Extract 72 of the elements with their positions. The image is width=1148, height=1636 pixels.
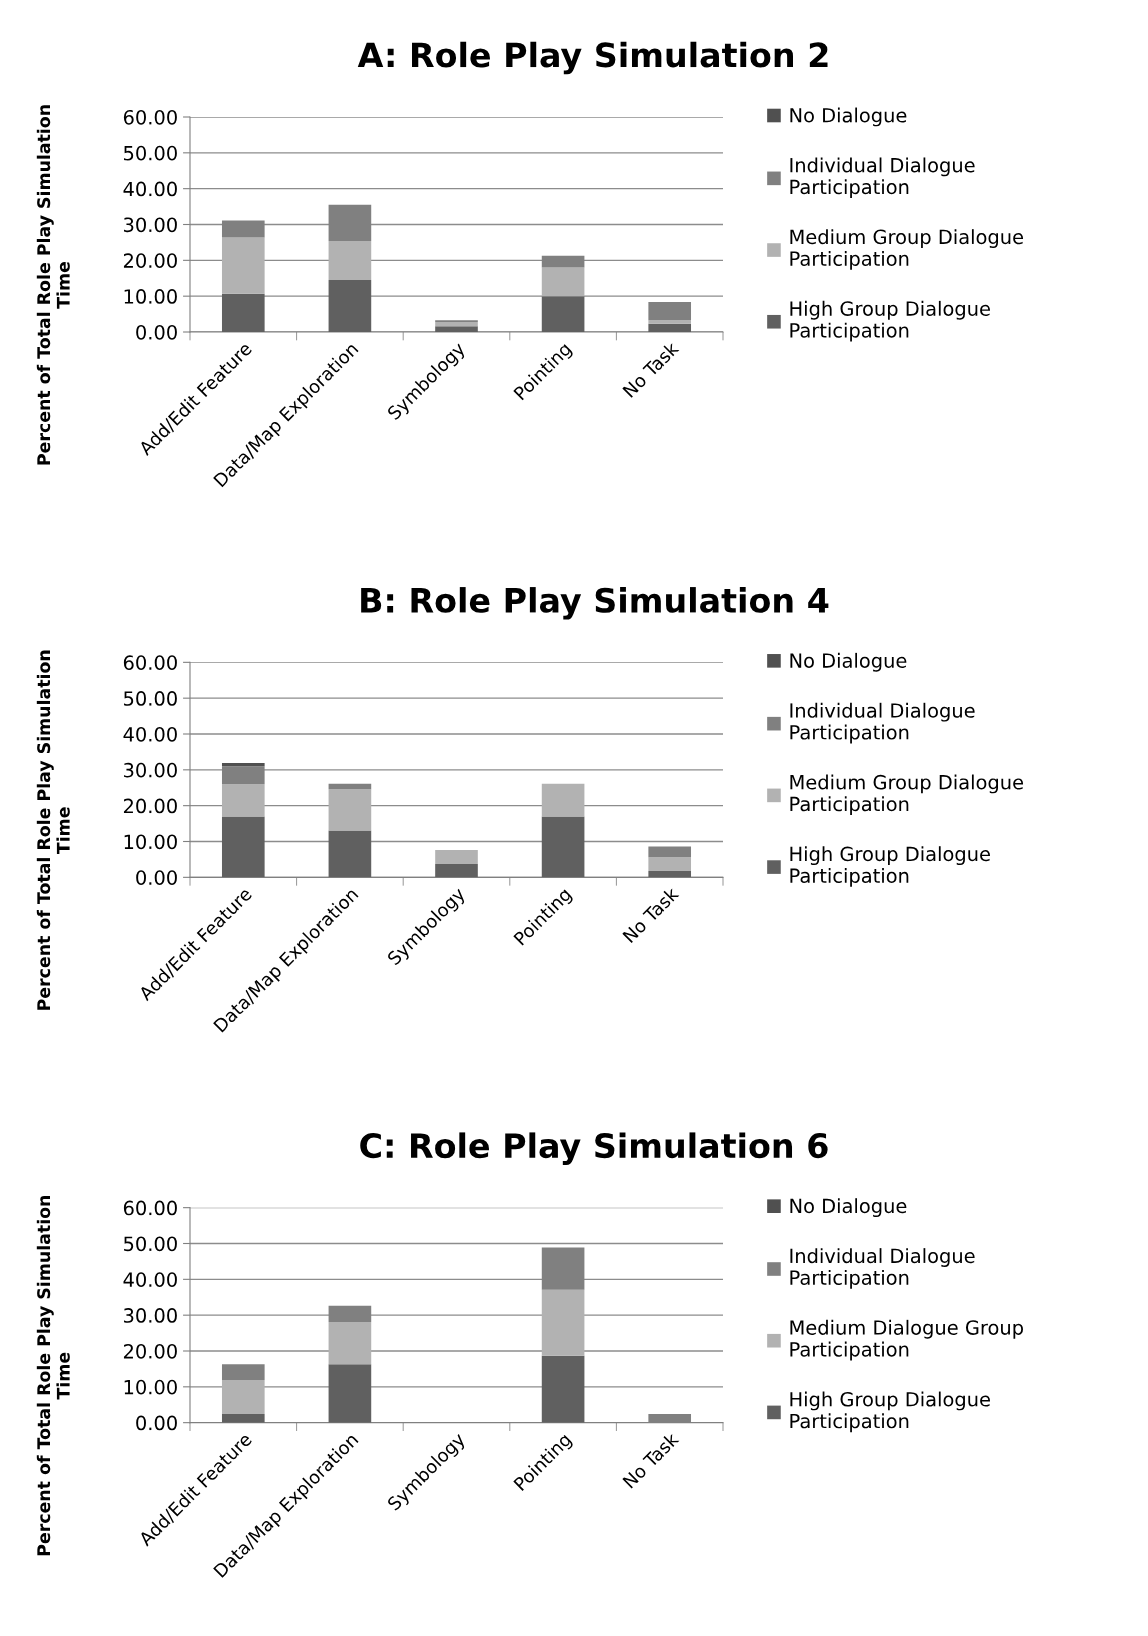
legend-label: Medium Group Dialogue Participation <box>790 774 1024 816</box>
y-tick-label: 10.00 <box>124 289 177 304</box>
bar <box>648 320 692 324</box>
y-tick-label: 30.00 <box>124 217 177 233</box>
bar <box>648 857 692 871</box>
y-tick-label: 50.00 <box>124 145 177 161</box>
legend-label: High Group Dialogue Participation <box>790 300 990 342</box>
legend-label: No Dialogue <box>790 1198 907 1218</box>
y-tick-label: 20.00 <box>123 1343 177 1359</box>
legend-label: Medium Dialogue Group Participation <box>790 1319 1023 1361</box>
legend-label: Individual Dialogue Participation <box>790 702 975 744</box>
bar <box>328 783 372 790</box>
bar <box>435 864 478 878</box>
bar <box>541 783 585 817</box>
y-tick-label: 50.00 <box>124 691 177 706</box>
bar <box>541 1289 585 1356</box>
y-tick-label: 40.00 <box>123 726 177 742</box>
y-tick-label: 20.00 <box>123 798 177 814</box>
bar <box>221 1380 265 1415</box>
bar <box>541 816 585 878</box>
legend-label: Individual Dialogue Participation <box>790 157 975 199</box>
y-axis-title: Percent of Total Role Play Simulation Time <box>36 650 70 1010</box>
bar <box>328 789 372 831</box>
chart-title: A: Role Play Simulation 2 <box>357 41 828 75</box>
y-tick-label: 20.00 <box>123 253 177 268</box>
y-tick-label: 10.00 <box>124 834 177 850</box>
bar <box>435 326 478 332</box>
bar <box>221 1414 265 1423</box>
y-tick-label: 40.00 <box>123 181 177 197</box>
y-tick-label: 30.00 <box>124 762 177 778</box>
bar <box>221 784 265 817</box>
legend-label: Medium Group Dialogue Participation <box>790 229 1024 270</box>
y-tick-label: 0.00 <box>136 324 177 340</box>
legend-label: Individual Dialogue Participation <box>790 1248 975 1289</box>
bar <box>541 267 585 297</box>
legend-label: No Dialogue <box>790 652 907 672</box>
y-tick-label: 60.00 <box>123 109 177 125</box>
y-tick-label: 60.00 <box>123 1200 177 1216</box>
y-axis-title: Percent of Total Role Play Simulation Time <box>36 105 70 465</box>
bar <box>221 1364 265 1381</box>
y-tick-label: 10.00 <box>124 1379 177 1395</box>
legend-label: High Group Dialogue Participation <box>790 1391 990 1433</box>
y-axis-title: Percent of Total Role Play Simulation Time <box>36 1195 70 1556</box>
y-tick-label: 0.00 <box>136 870 177 885</box>
y-tick-label: 60.00 <box>123 655 177 670</box>
y-tick-label: 0.00 <box>136 1415 177 1431</box>
chart-title: B: Role Play Simulation 4 <box>361 587 829 620</box>
bar <box>221 763 265 767</box>
bar <box>328 830 372 878</box>
bar <box>435 850 478 865</box>
bar <box>328 280 372 332</box>
bar <box>648 323 692 332</box>
y-tick-label: 50.00 <box>124 1236 177 1252</box>
chart-title: C: Role Play Simulation 6 <box>360 1132 828 1165</box>
bar <box>328 1364 372 1423</box>
bar <box>648 1414 692 1423</box>
legend-label: High Group Dialogue Participation <box>790 846 990 887</box>
bar <box>221 237 265 294</box>
bar <box>541 296 585 332</box>
x-tick-label: No Task <box>621 340 680 398</box>
y-tick-label: 40.00 <box>123 1272 177 1287</box>
legend-label: No Dialogue <box>790 107 907 127</box>
bar <box>648 846 692 858</box>
bar <box>541 1355 585 1423</box>
bar <box>435 321 478 327</box>
bar <box>648 870 692 878</box>
bar <box>221 293 265 332</box>
y-tick-label: 30.00 <box>124 1308 177 1323</box>
bar <box>328 1321 372 1365</box>
bar <box>221 816 265 878</box>
bar <box>328 240 372 281</box>
bar <box>648 301 692 321</box>
